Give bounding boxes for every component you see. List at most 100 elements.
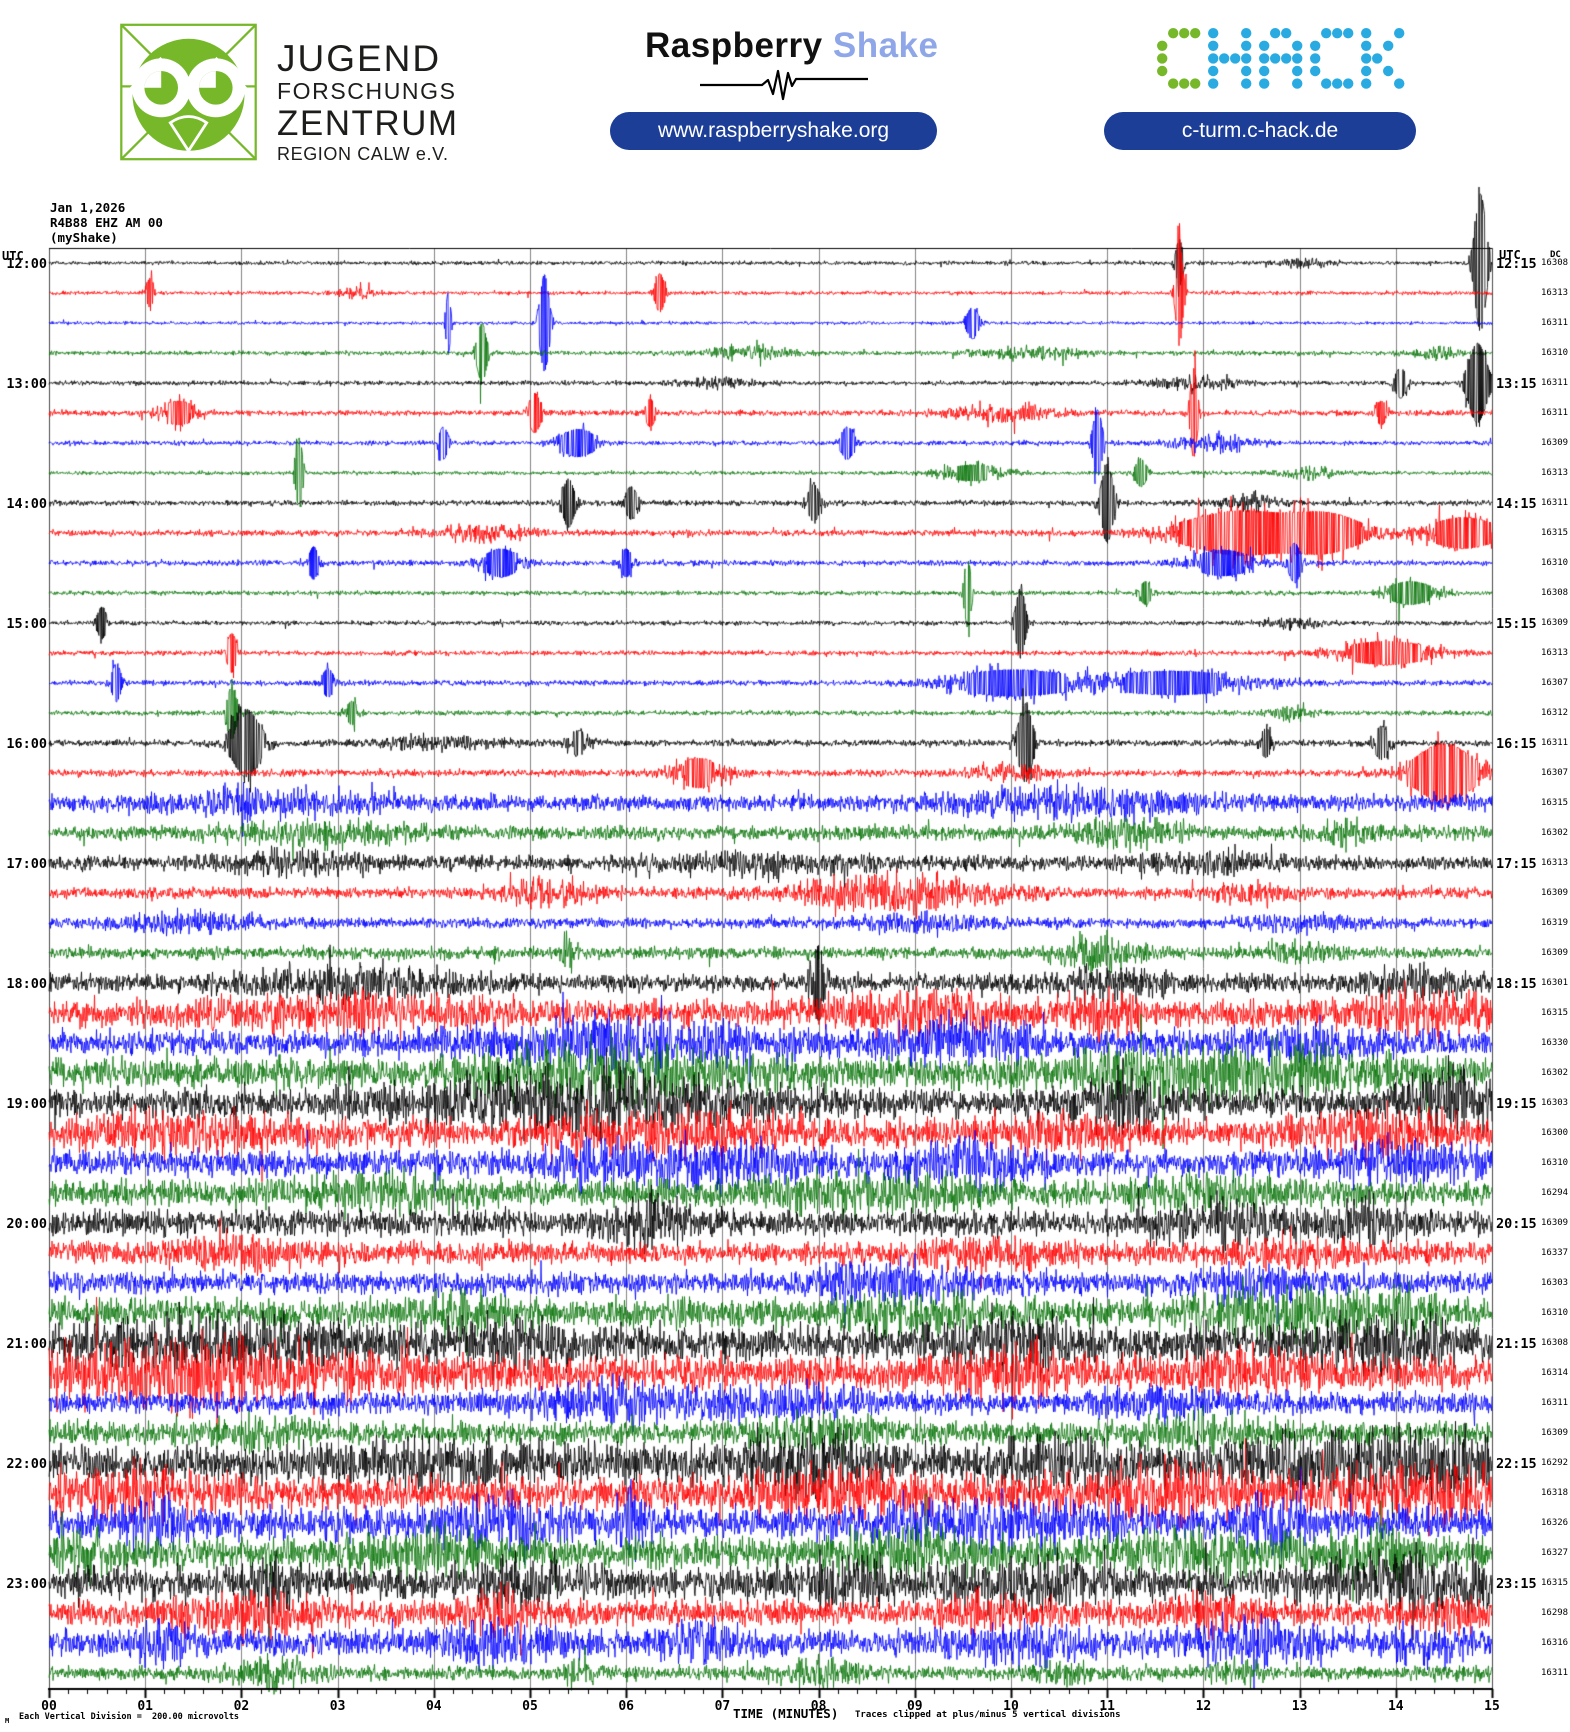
- hour-label-left: 15:00: [6, 616, 47, 632]
- x-tick-label: 10: [1003, 1699, 1019, 1714]
- dc-value: 16315: [1541, 1008, 1569, 1018]
- hour-label-left: 19:00: [6, 1096, 47, 1112]
- dc-value: 16313: [1541, 468, 1569, 478]
- hour-label-left: 13:00: [6, 376, 47, 392]
- hour-label-right: 19:15: [1496, 1096, 1537, 1112]
- dc-value: 16315: [1541, 798, 1569, 808]
- dc-header: DC: [1550, 250, 1561, 260]
- hour-label-right: 23:15: [1496, 1576, 1537, 1592]
- dc-value: 16302: [1541, 828, 1569, 838]
- dc-value: 16307: [1541, 678, 1569, 688]
- dc-value: 16311: [1541, 318, 1569, 328]
- hour-label-right: 18:15: [1496, 976, 1537, 992]
- hour-label-right: 15:15: [1496, 616, 1537, 632]
- dc-value: 16307: [1541, 768, 1569, 778]
- dc-value: 16301: [1541, 978, 1569, 988]
- x-tick-label: 06: [618, 1699, 635, 1714]
- dc-value: 16326: [1541, 1518, 1569, 1528]
- x-tick-label: 13: [1291, 1699, 1308, 1714]
- hour-label-right: 12:15: [1496, 256, 1537, 272]
- dc-value: 16311: [1541, 498, 1569, 508]
- dc-value: 16315: [1541, 528, 1569, 538]
- dc-value: 16308: [1541, 588, 1569, 598]
- x-tick-label: 14: [1387, 1699, 1404, 1714]
- dc-value: 16303: [1541, 1278, 1569, 1288]
- hour-label-right: 16:15: [1496, 736, 1537, 752]
- dc-value: 16312: [1541, 708, 1569, 718]
- hour-label-right: 14:15: [1496, 496, 1537, 512]
- dc-value: 16309: [1541, 618, 1569, 628]
- hour-label-left: 12:00: [6, 256, 47, 272]
- station-network: (myShake): [50, 230, 118, 245]
- dc-value: 16311: [1541, 738, 1569, 748]
- hour-label-left: 18:00: [6, 976, 47, 992]
- x-tick-label: 11: [1099, 1699, 1116, 1714]
- dc-value: 16313: [1541, 288, 1569, 298]
- dc-value: 16309: [1541, 948, 1569, 958]
- dc-value: 16314: [1541, 1368, 1569, 1378]
- hour-label-left: 21:00: [6, 1336, 47, 1352]
- hour-label-right: 21:15: [1496, 1336, 1537, 1352]
- dc-value: 16300: [1541, 1128, 1569, 1138]
- hour-label-right: 20:15: [1496, 1216, 1537, 1232]
- dc-value: 16327: [1541, 1548, 1569, 1558]
- x-tick-label: 01: [137, 1699, 154, 1714]
- dc-value: 16315: [1541, 1578, 1569, 1588]
- hour-label-left: 17:00: [6, 856, 47, 872]
- hour-label-left: 23:00: [6, 1576, 47, 1592]
- dc-value: 16310: [1541, 558, 1569, 568]
- x-tick-label: 03: [329, 1699, 346, 1714]
- x-axis-title: TIME (MINUTES): [733, 1706, 839, 1721]
- dc-value: 16298: [1541, 1608, 1569, 1618]
- utc-header-right: UTC: [1499, 248, 1521, 262]
- hour-label-left: 22:00: [6, 1456, 47, 1472]
- x-tick-label: 09: [906, 1699, 923, 1714]
- x-tick-label: 05: [522, 1699, 538, 1714]
- x-tick-label: 00: [41, 1699, 57, 1714]
- dc-value: 16310: [1541, 1308, 1569, 1318]
- dc-value: 16309: [1541, 1218, 1569, 1228]
- dc-value: 16330: [1541, 1038, 1569, 1048]
- dc-value: 16313: [1541, 858, 1569, 868]
- clipping-note: Traces clipped at plus/minus 5 vertical …: [855, 1710, 1121, 1720]
- dc-value: 16308: [1541, 1338, 1569, 1348]
- hour-label-right: 17:15: [1496, 856, 1537, 872]
- x-tick-label: 15: [1484, 1699, 1500, 1714]
- x-tick-label: 12: [1195, 1699, 1212, 1714]
- dc-value: 16302: [1541, 1068, 1569, 1078]
- dc-value: 16316: [1541, 1638, 1569, 1648]
- hour-label-left: 20:00: [6, 1216, 47, 1232]
- x-tick-label: 08: [810, 1699, 827, 1714]
- dc-value: 16309: [1541, 888, 1569, 898]
- dc-value: 16313: [1541, 648, 1569, 658]
- x-tick-label: 02: [233, 1699, 250, 1714]
- hour-label-left: 14:00: [6, 496, 47, 512]
- corner-watermark: M: [5, 1717, 10, 1725]
- vertical-division-note: Each Vertical Division = 200.00 microvol…: [19, 1712, 240, 1722]
- dc-value: 16309: [1541, 1428, 1569, 1438]
- dc-value: 16308: [1541, 258, 1569, 268]
- x-tick-label: 07: [714, 1699, 731, 1714]
- dc-value: 16310: [1541, 348, 1569, 358]
- dc-value: 16292: [1541, 1458, 1569, 1468]
- dc-value: 16311: [1541, 408, 1569, 418]
- hour-label-left: 16:00: [6, 736, 47, 752]
- hour-label-right: 22:15: [1496, 1456, 1537, 1472]
- station-id: R4B88 EHZ AM 00: [50, 215, 163, 230]
- dc-value: 16318: [1541, 1488, 1569, 1498]
- dc-value: 16310: [1541, 1158, 1569, 1168]
- dc-value: 16311: [1541, 1398, 1569, 1408]
- dc-value: 16337: [1541, 1248, 1569, 1258]
- hour-label-right: 13:15: [1496, 376, 1537, 392]
- utc-header-left: UTC: [2, 249, 24, 263]
- dc-value: 16303: [1541, 1098, 1569, 1108]
- dc-value: 16309: [1541, 438, 1569, 448]
- dc-value: 16319: [1541, 918, 1569, 928]
- station-date: Jan 1,2026: [50, 200, 126, 215]
- dc-value: 16294: [1541, 1188, 1569, 1198]
- dc-value: 16311: [1541, 1668, 1569, 1678]
- dc-value: 16311: [1541, 378, 1569, 388]
- x-tick-label: 04: [425, 1699, 442, 1714]
